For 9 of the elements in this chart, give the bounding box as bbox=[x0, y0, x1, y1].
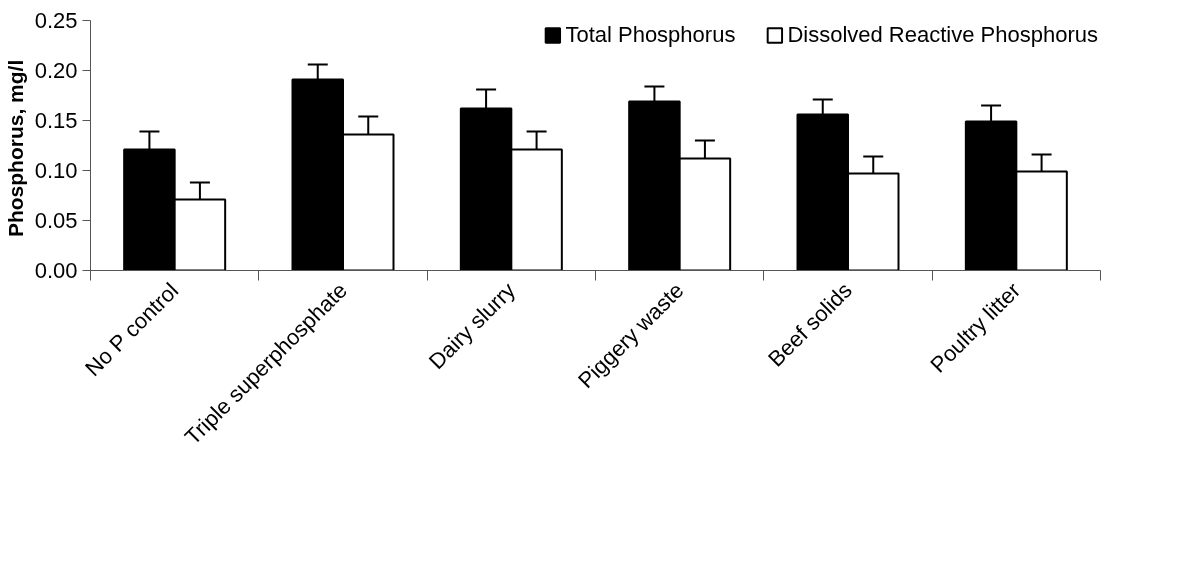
legend-label: Total Phosphorus bbox=[565, 22, 736, 48]
y-tick-label: 0.15 bbox=[34, 108, 78, 133]
y-tick-label: 0.10 bbox=[34, 158, 78, 183]
y-axis-title: Phosphorus, mg/l bbox=[3, 59, 27, 238]
y-tick-label: 0.25 bbox=[34, 8, 78, 33]
y-tick-label: 0.20 bbox=[34, 58, 78, 83]
y-tick-label: 0.00 bbox=[34, 258, 78, 283]
legend-label: Dissolved Reactive Phosphorus bbox=[787, 22, 1098, 48]
y-tick-label: 0.05 bbox=[34, 208, 78, 233]
